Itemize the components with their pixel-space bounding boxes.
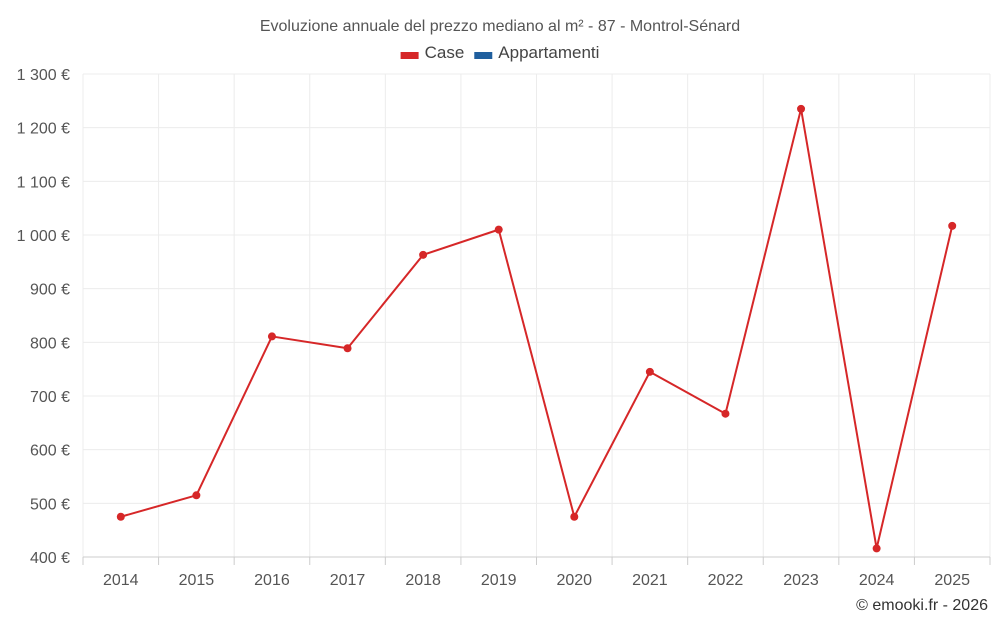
y-tick-label: 1 300 € — [17, 67, 70, 84]
data-point[interactable] — [494, 225, 503, 234]
x-tick-label: 2020 — [556, 572, 592, 589]
legend-swatch — [474, 52, 493, 59]
y-tick-label: 700 € — [30, 389, 70, 406]
data-point[interactable] — [645, 367, 654, 376]
data-point[interactable] — [419, 250, 428, 259]
x-tick-label: 2022 — [708, 572, 744, 589]
grid — [82, 73, 991, 565]
data-point[interactable] — [343, 344, 352, 353]
x-axis: 2014 2015 2016 2017 2018 2019 2020 2021 2022 2023… — [103, 572, 970, 589]
chart-title: Evoluzione annuale del prezzo mediano al… — [260, 18, 740, 35]
x-tick-label: 2023 — [783, 572, 819, 589]
x-tick-label: 2021 — [632, 572, 668, 589]
data-point[interactable] — [116, 512, 125, 521]
data-point[interactable] — [948, 221, 957, 230]
y-tick-label: 600 € — [30, 443, 70, 460]
y-tick-label: 1 000 € — [17, 228, 70, 245]
y-tick-label: 800 € — [30, 335, 70, 352]
series-layer — [116, 104, 957, 553]
legend-label: Appartamenti — [498, 43, 599, 62]
x-tick-label: 2024 — [859, 572, 895, 589]
y-tick-label: 1 200 € — [17, 121, 70, 138]
x-tick-label: 2017 — [330, 572, 366, 589]
x-tick-label: 2015 — [179, 572, 215, 589]
data-point[interactable] — [872, 544, 881, 553]
series-line-case — [120, 107, 954, 550]
x-tick-label: 2018 — [405, 572, 441, 589]
legend-item-case[interactable]: Case — [400, 43, 465, 62]
data-point[interactable] — [570, 512, 579, 521]
data-point[interactable] — [267, 332, 276, 341]
legend-swatch — [400, 52, 419, 59]
y-tick-label: 900 € — [30, 282, 70, 299]
data-point[interactable] — [192, 491, 201, 500]
legend-label: Case — [425, 43, 465, 62]
y-axis: 400 € 500 € 600 € 700 € 800 € 900 € 1 000 € 1 1… — [17, 67, 70, 567]
credit-text: © emooki.fr - 2026 — [856, 597, 988, 614]
legend-item-appartamenti[interactable]: Appartamenti — [474, 43, 599, 62]
x-tick-label: 2025 — [934, 572, 970, 589]
data-point[interactable] — [721, 409, 730, 418]
legend: Case Appartamenti — [400, 43, 599, 62]
y-tick-label: 1 100 € — [17, 174, 70, 191]
y-tick-label: 400 € — [30, 550, 70, 567]
x-tick-label: 2019 — [481, 572, 517, 589]
y-tick-label: 500 € — [30, 496, 70, 513]
x-tick-label: 2016 — [254, 572, 290, 589]
x-tick-label: 2014 — [103, 572, 139, 589]
data-point[interactable] — [797, 104, 806, 113]
